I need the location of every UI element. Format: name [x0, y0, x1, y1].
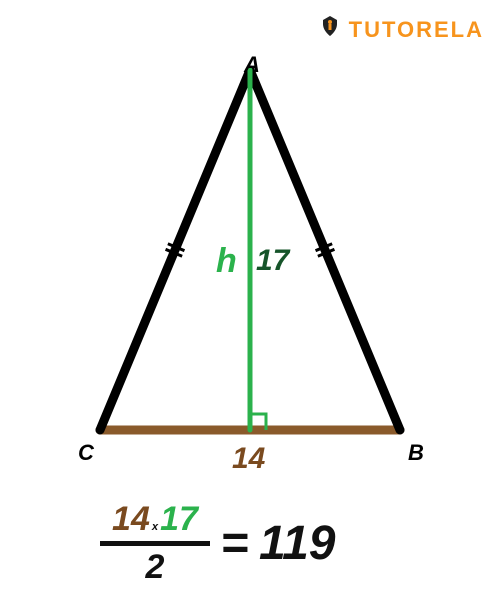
numerator-height: 17: [160, 500, 198, 539]
times-sign: x: [152, 521, 158, 533]
formula-result: 119: [259, 517, 336, 570]
vertex-label-b: B: [408, 442, 424, 464]
altitude-value: 17: [256, 246, 289, 276]
base-value: 14: [232, 444, 265, 474]
area-formula: 14 x 17 2 = 119: [100, 500, 420, 590]
altitude-label-h: h: [216, 244, 237, 278]
vertex-label-c: C: [78, 442, 94, 464]
equals-sign: =: [220, 517, 248, 570]
fraction-numerator: 14 x 17: [112, 500, 198, 539]
fraction-bar: [100, 541, 210, 546]
stage: TUTORELA A B C h 17 14 14 x 17: [0, 0, 500, 599]
numerator-base: 14: [112, 500, 150, 539]
fraction: 14 x 17 2: [100, 500, 210, 587]
fraction-denominator: 2: [146, 548, 165, 587]
vertex-label-a: A: [244, 54, 260, 76]
